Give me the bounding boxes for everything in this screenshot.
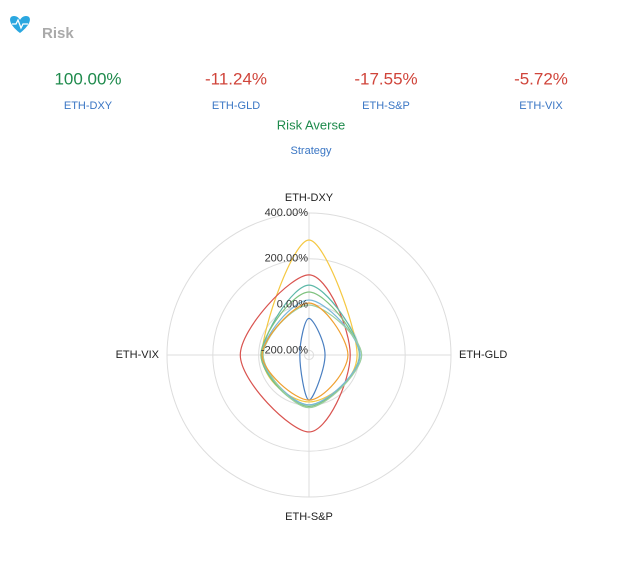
strategy-label: Strategy	[291, 145, 332, 157]
series-line	[299, 317, 326, 401]
stat-label: ETH-DXY	[64, 100, 113, 112]
r-tick-label: -200.00%	[261, 344, 308, 356]
axis-label: ETH-DXY	[285, 192, 334, 204]
series-line	[261, 302, 349, 401]
pulse-icon	[12, 18, 28, 30]
stat-value: 100.00%	[54, 69, 121, 88]
stats: 100.00% ETH-DXY -11.24% ETH-GLD -17.55% ETH-S…	[54, 69, 568, 111]
widget-title: Risk	[42, 25, 74, 42]
series-line	[262, 304, 363, 409]
r-tick-label: 0.00%	[277, 299, 308, 311]
stat-label: ETH-GLD	[212, 100, 260, 112]
series-line	[260, 291, 360, 408]
stat-value: -17.55%	[354, 69, 417, 88]
series-line	[261, 239, 358, 403]
radar-chart: ETH-DXY ETH-GLD ETH-S&P ETH-VIX -200.00% 0.00…	[116, 192, 508, 523]
axis-label: ETH-VIX	[116, 349, 160, 361]
stat-value: -5.72%	[514, 69, 568, 88]
axis-label: ETH-GLD	[459, 349, 507, 361]
stat-label: ETH-VIX	[519, 100, 563, 112]
stat-value: -11.24%	[205, 69, 267, 88]
r-tick-label: 200.00%	[265, 253, 309, 265]
strategy-value: Risk Averse	[277, 117, 345, 132]
stat-label: ETH-S&P	[362, 100, 410, 112]
axis-label: ETH-S&P	[285, 511, 333, 523]
r-tick-label: 400.00%	[265, 207, 309, 219]
